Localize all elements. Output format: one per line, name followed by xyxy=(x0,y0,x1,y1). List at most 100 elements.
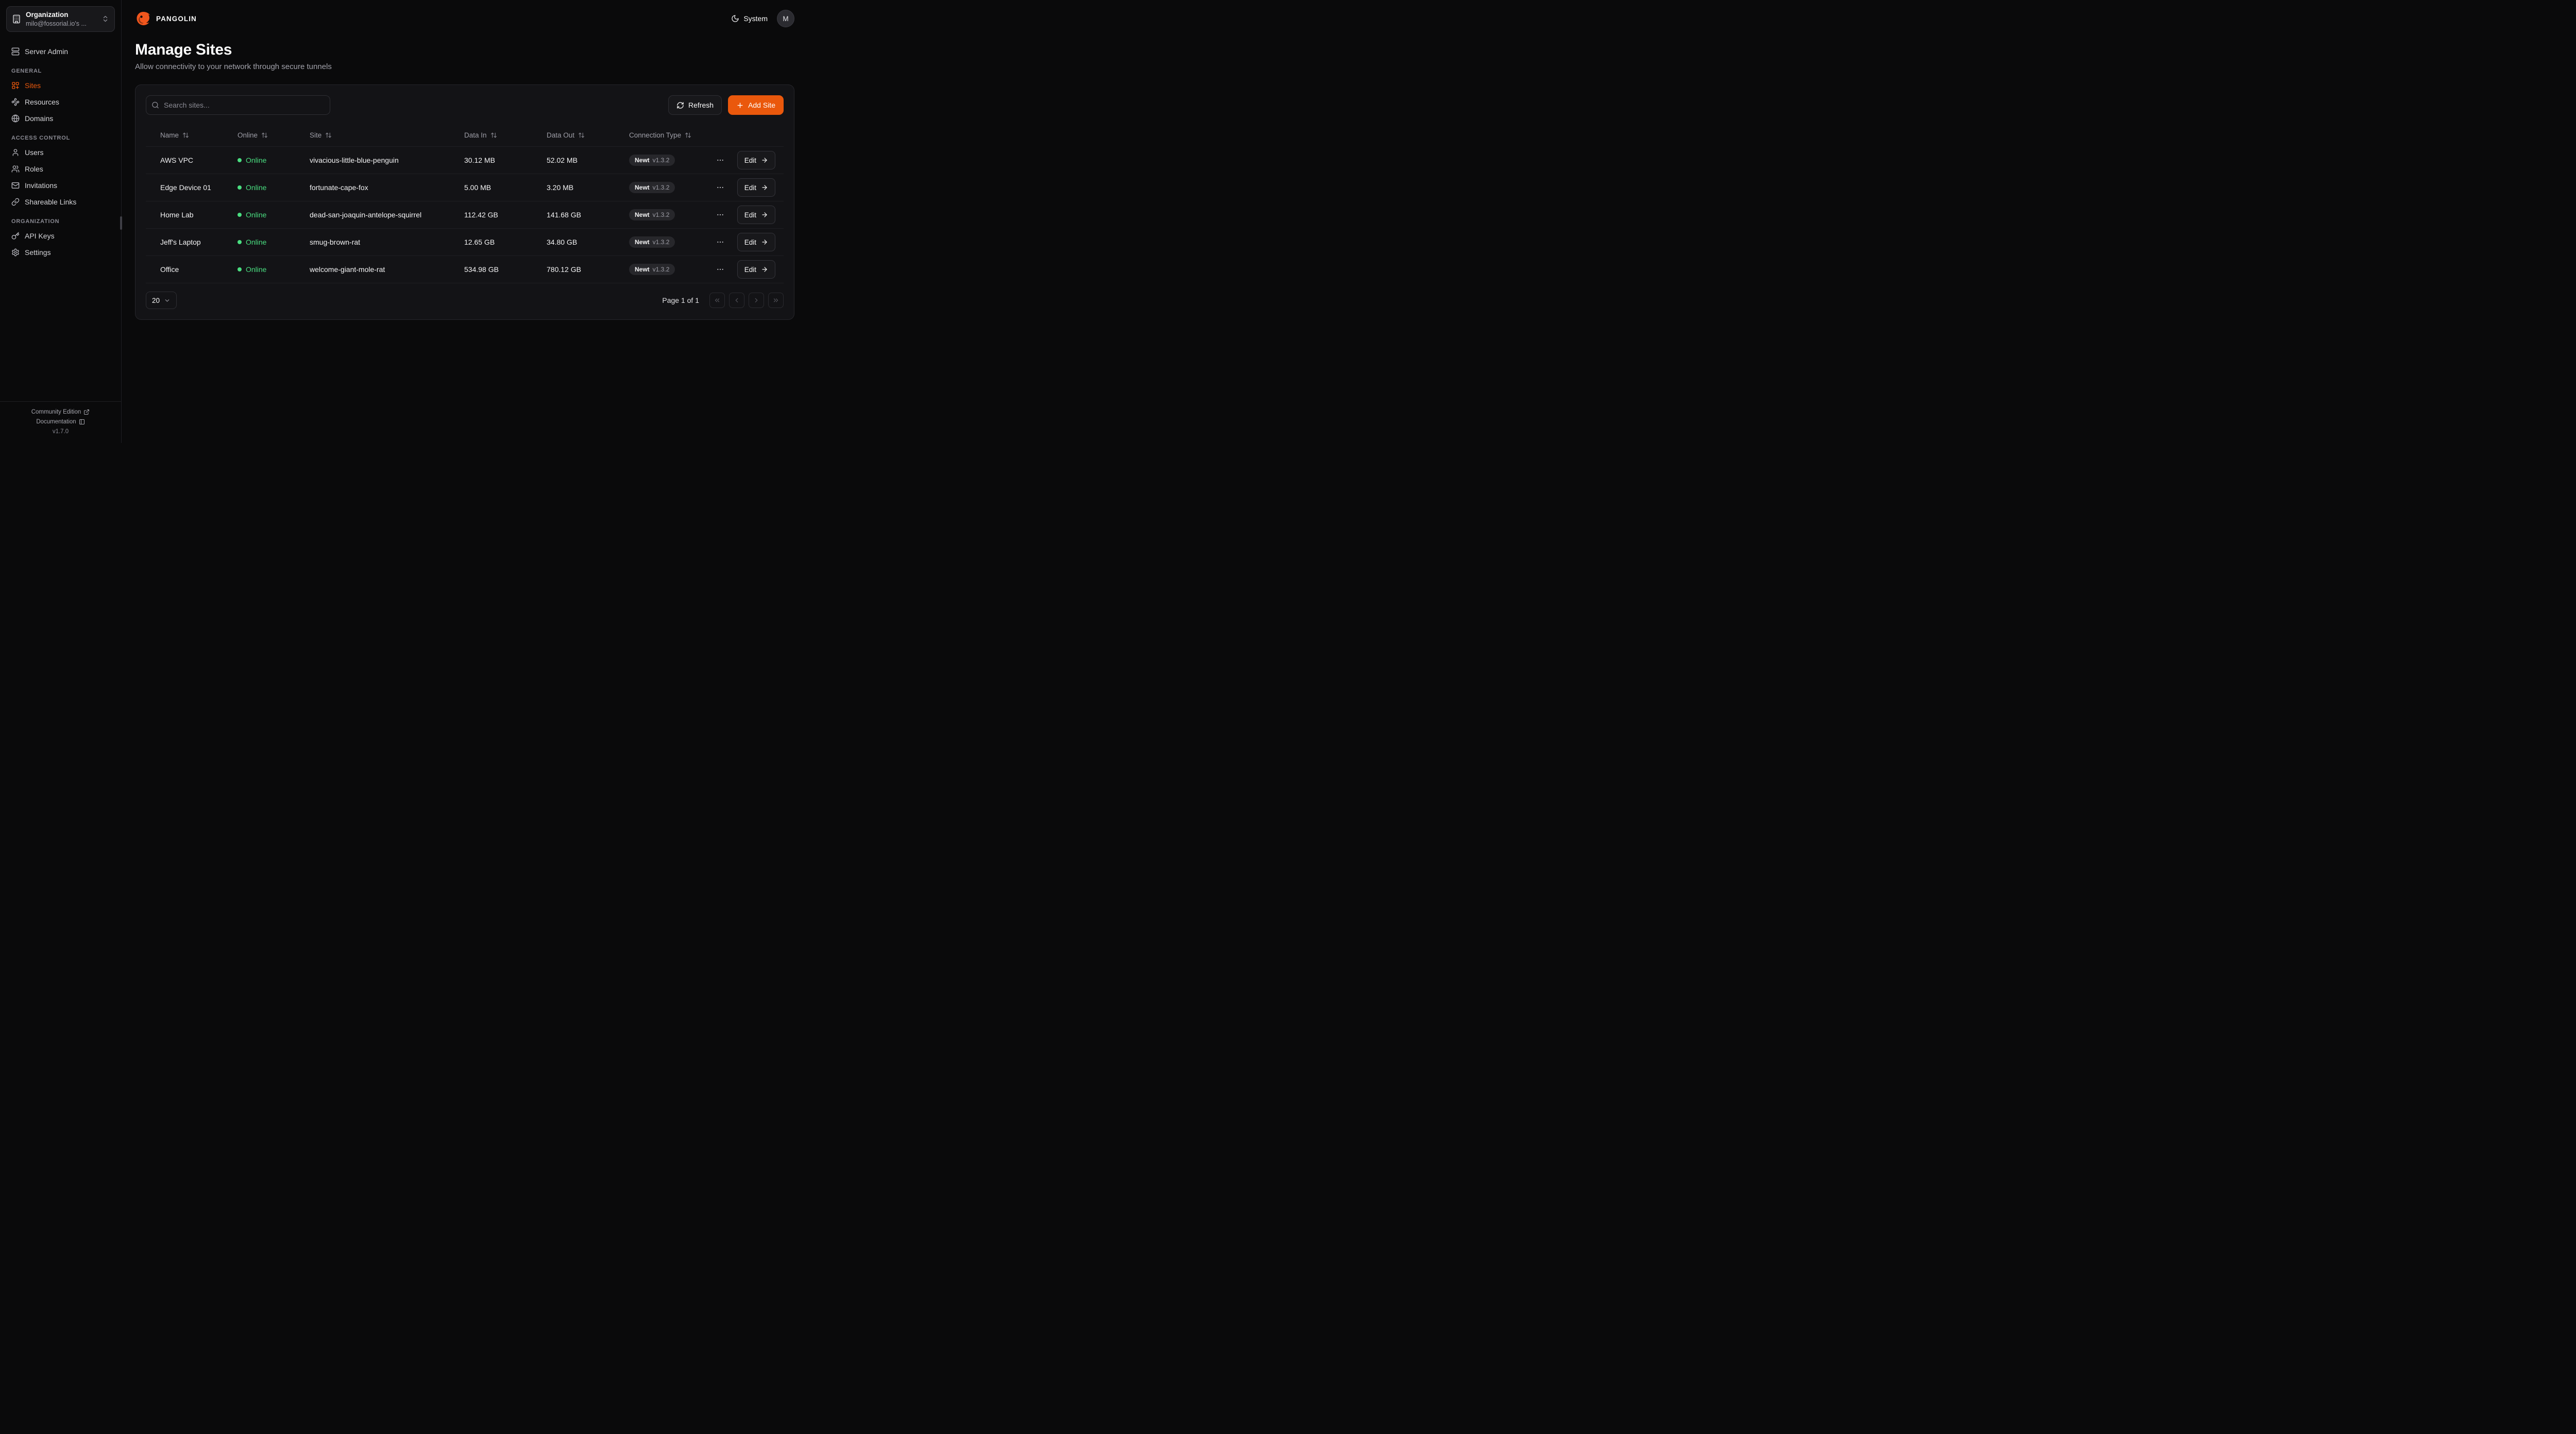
column-header-site[interactable]: Site xyxy=(303,131,458,139)
last-page-button[interactable] xyxy=(768,293,784,308)
connection-type-badge: Newt v1.3.2 xyxy=(629,155,675,166)
search-input[interactable] xyxy=(146,95,330,115)
documentation-link[interactable]: Documentation xyxy=(36,419,84,425)
sort-icon xyxy=(578,132,585,139)
edit-button[interactable]: Edit xyxy=(737,260,775,279)
server-icon xyxy=(11,47,20,56)
edit-button[interactable]: Edit xyxy=(737,151,775,169)
previous-page-button[interactable] xyxy=(729,293,744,308)
site-slug: vivacious-little-blue-penguin xyxy=(310,156,399,164)
section-label-access-control: ACCESS CONTROL xyxy=(11,134,71,141)
page-info: Page 1 of 1 xyxy=(662,296,699,304)
sidebar-item-settings[interactable]: Settings xyxy=(6,244,115,261)
data-out: 141.68 GB xyxy=(547,211,581,219)
app-version: v1.7.0 xyxy=(52,429,69,435)
site-name: Edge Device 01 xyxy=(160,183,211,192)
site-name: AWS VPC xyxy=(160,156,194,164)
column-header-connection-type[interactable]: Connection Type xyxy=(623,131,705,139)
arrow-right-icon xyxy=(761,211,768,218)
table-row: Edge Device 01 Online fortunate-cape-fox… xyxy=(146,174,784,201)
building-icon xyxy=(12,14,21,24)
next-page-button[interactable] xyxy=(749,293,764,308)
connection-type-badge: Newt v1.3.2 xyxy=(629,264,675,275)
sidebar-item-sites[interactable]: Sites xyxy=(6,77,115,94)
sidebar-footer: Community Edition Documentation v1.7.0 xyxy=(0,401,121,443)
external-link-icon xyxy=(83,409,90,415)
sidebar-item-invitations[interactable]: Invitations xyxy=(6,177,115,194)
data-in: 112.42 GB xyxy=(464,211,498,219)
online-dot xyxy=(238,185,242,190)
sidebar-item-api-keys[interactable]: API Keys xyxy=(6,228,115,244)
site-slug: smug-brown-rat xyxy=(310,238,361,246)
table-row: AWS VPC Online vivacious-little-blue-pen… xyxy=(146,147,784,174)
data-out: 3.20 MB xyxy=(547,183,574,192)
chevrons-left-icon xyxy=(715,298,720,302)
main-area: PANGOLIN System M Manage Sites Allow con… xyxy=(122,0,808,443)
sites-card: Refresh Add Site Name xyxy=(135,84,794,320)
arrow-right-icon xyxy=(761,238,768,246)
table-row: Jeff's Laptop Online smug-brown-rat 12.6… xyxy=(146,229,784,256)
row-actions-menu-button[interactable] xyxy=(713,234,728,250)
site-name: Office xyxy=(160,265,179,274)
org-switcher[interactable]: Organization milo@fossorial.io's ... xyxy=(6,6,115,32)
connection-type-badge: Newt v1.3.2 xyxy=(629,182,675,193)
ellipsis-icon xyxy=(717,268,723,270)
column-header-data-in[interactable]: Data In xyxy=(458,131,540,139)
sidebar-item-server-admin[interactable]: Server Admin xyxy=(6,43,115,60)
row-actions-menu-button[interactable] xyxy=(713,207,728,223)
ellipsis-icon xyxy=(717,186,723,189)
online-dot xyxy=(238,267,242,271)
status-badge: Online xyxy=(231,156,303,164)
chevrons-up-down-icon xyxy=(101,15,109,23)
column-header-name[interactable]: Name xyxy=(154,131,231,139)
row-actions-menu-button[interactable] xyxy=(713,152,728,168)
sidebar-item-label: Resources xyxy=(25,97,59,106)
sidebar-item-users[interactable]: Users xyxy=(6,144,115,161)
column-header-online[interactable]: Online xyxy=(231,131,303,139)
gear-icon xyxy=(11,248,20,257)
row-actions-menu-button[interactable] xyxy=(713,180,728,195)
connection-type-badge: Newt v1.3.2 xyxy=(629,209,675,220)
edit-button[interactable]: Edit xyxy=(737,233,775,251)
site-slug: dead-san-joaquin-antelope-squirrel xyxy=(310,211,422,219)
row-actions-menu-button[interactable] xyxy=(713,262,728,277)
online-dot xyxy=(238,240,242,244)
page-title: Manage Sites xyxy=(135,41,232,58)
data-in: 30.12 MB xyxy=(464,156,495,164)
status-badge: Online xyxy=(231,238,303,246)
waypoints-icon xyxy=(11,98,20,106)
page-subtitle: Allow connectivity to your network throu… xyxy=(135,62,332,71)
edit-button[interactable]: Edit xyxy=(737,178,775,197)
table-row: Office Online welcome-giant-mole-rat 534… xyxy=(146,256,784,283)
data-in: 534.98 GB xyxy=(464,265,499,274)
avatar[interactable]: M xyxy=(777,10,794,27)
refresh-icon xyxy=(676,101,684,109)
plus-icon xyxy=(736,101,744,109)
page-size-select[interactable]: 20 xyxy=(146,292,177,309)
sidebar-item-label: Users xyxy=(25,148,44,157)
edit-button[interactable]: Edit xyxy=(737,206,775,224)
data-out: 52.02 MB xyxy=(547,156,578,164)
user-icon xyxy=(11,148,20,157)
column-header-data-out[interactable]: Data Out xyxy=(540,131,623,139)
status-badge: Online xyxy=(231,211,303,219)
sidebar: Organization milo@fossorial.io's ... Ser… xyxy=(0,0,122,443)
refresh-button[interactable]: Refresh xyxy=(668,95,722,115)
sidebar-resize-handle[interactable] xyxy=(120,216,122,230)
sidebar-item-label: Shareable Links xyxy=(25,197,77,206)
sidebar-item-roles[interactable]: Roles xyxy=(6,161,115,177)
data-in: 12.65 GB xyxy=(464,238,495,246)
sidebar-item-resources[interactable]: Resources xyxy=(6,94,115,110)
community-edition-link[interactable]: Community Edition xyxy=(31,409,90,415)
moon-icon xyxy=(731,14,739,23)
theme-toggle[interactable]: System xyxy=(731,14,768,23)
first-page-button[interactable] xyxy=(709,293,725,308)
add-site-button[interactable]: Add Site xyxy=(728,95,784,115)
sidebar-item-shareable-links[interactable]: Shareable Links xyxy=(6,194,115,210)
sidebar-item-label: Sites xyxy=(25,81,41,90)
site-name: Home Lab xyxy=(160,211,194,219)
sidebar-nav: Server Admin GENERAL Sites Resources Dom… xyxy=(0,38,121,263)
section-label-general: GENERAL xyxy=(11,67,42,74)
org-switcher-subtitle: milo@fossorial.io's ... xyxy=(26,20,87,27)
sidebar-item-domains[interactable]: Domains xyxy=(6,110,115,127)
